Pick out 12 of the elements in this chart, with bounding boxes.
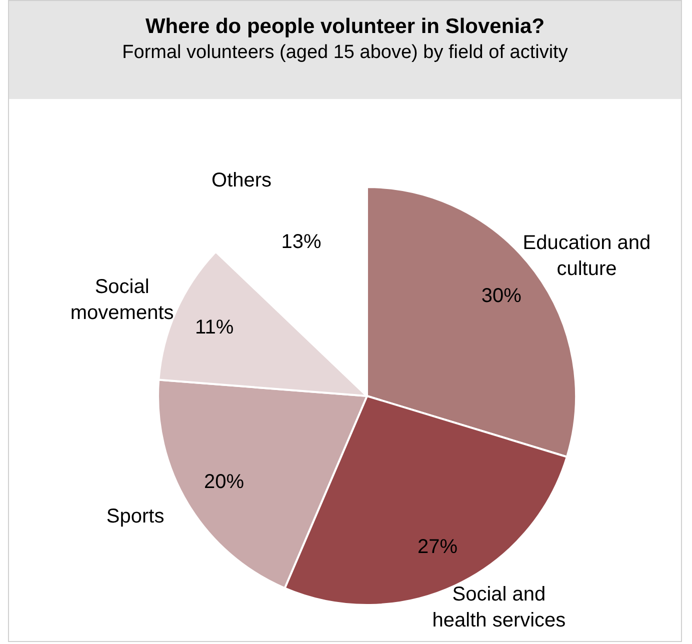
data-label: 27% <box>418 536 458 558</box>
chart-title: Where do people volunteer in Slovenia? <box>144 15 546 39</box>
data-label: 11% <box>195 316 234 338</box>
slice-label: Education and culture <box>522 232 651 280</box>
slice-label: Others <box>212 169 272 192</box>
data-label: 20% <box>204 471 244 494</box>
slice-label: Social movements <box>70 276 174 324</box>
slice-label: Social and health services <box>432 584 566 632</box>
data-label: 13% <box>281 230 322 253</box>
slice-label: Sports <box>106 506 164 528</box>
chart-subtitle: Formal volunteers (aged 15 above) by field of activity <box>121 42 569 64</box>
data-label: 30% <box>481 284 522 307</box>
